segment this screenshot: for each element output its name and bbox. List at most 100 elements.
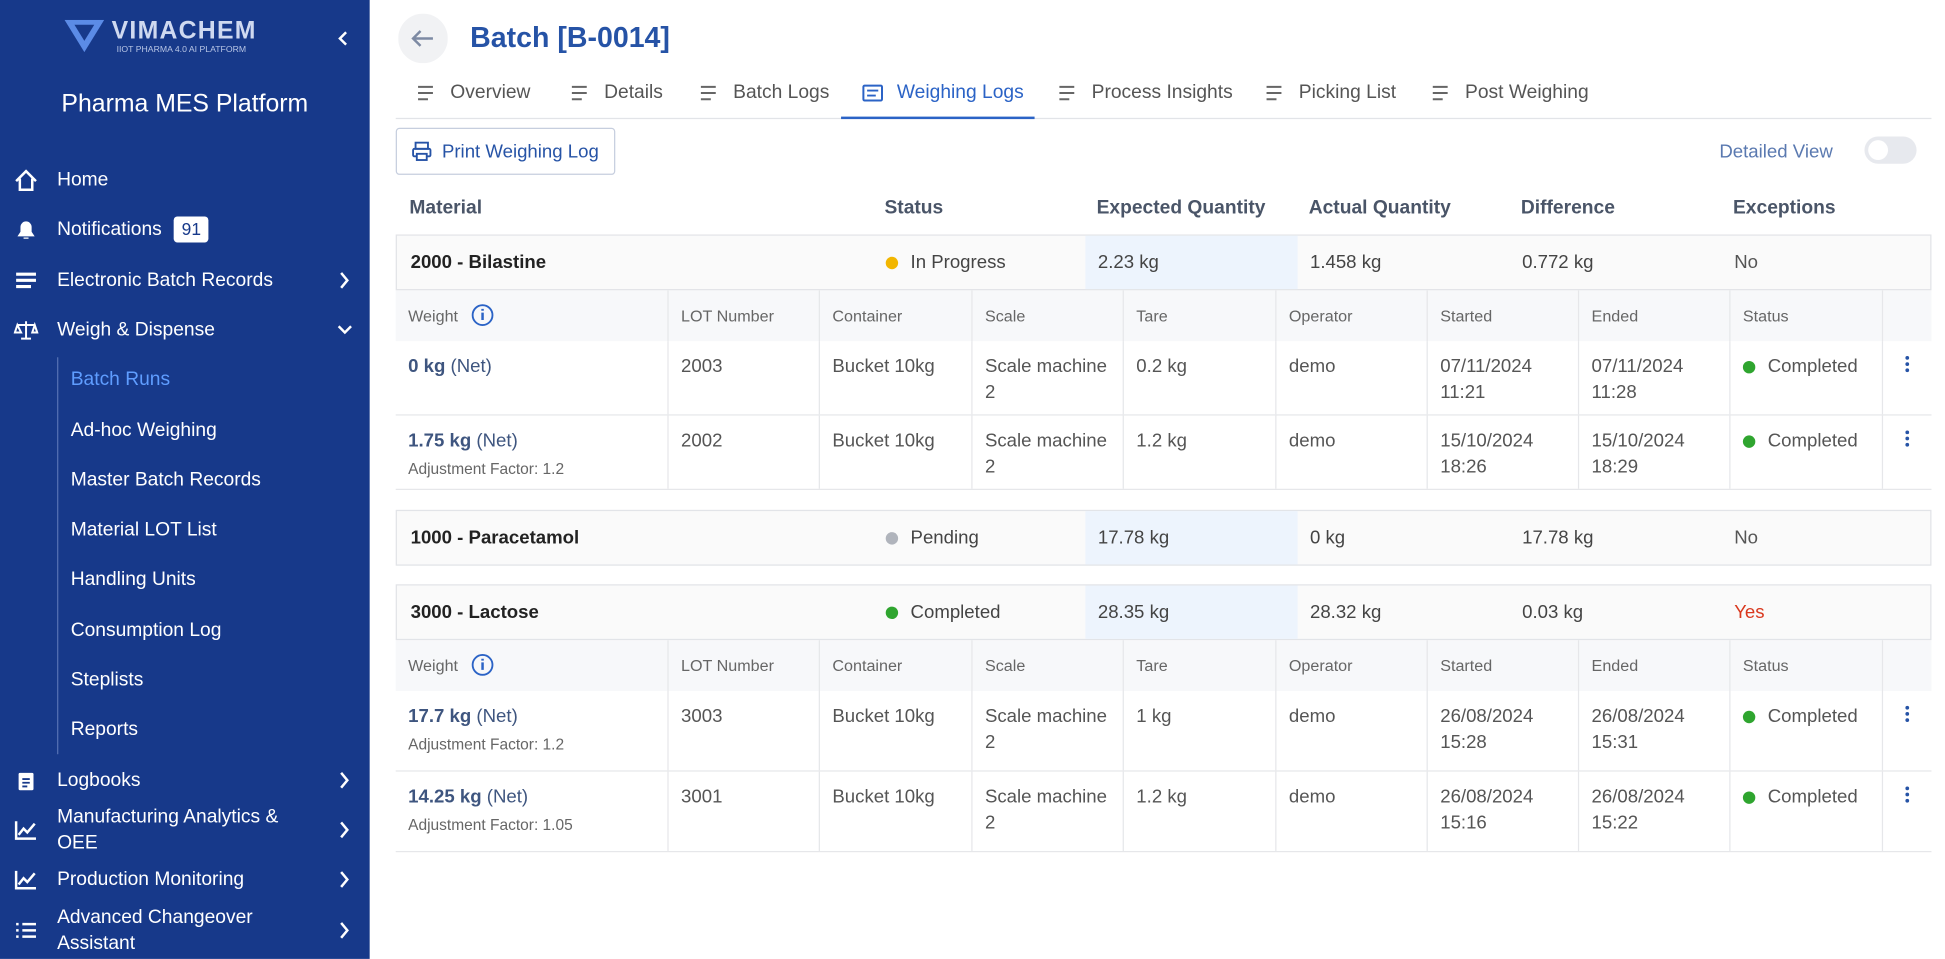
expected: 28.35 kg (1097, 601, 1170, 623)
sub-column: Container (818, 640, 972, 691)
info-icon[interactable] (470, 303, 495, 328)
nav-item[interactable]: Logbooks (57, 769, 141, 791)
row-status: Completed (1767, 705, 1858, 727)
back-button[interactable] (398, 13, 448, 64)
submenu-item[interactable]: Ad-hoc Weighing (70, 419, 217, 441)
icon (340, 871, 349, 888)
expected: 2.23 kg (1097, 251, 1159, 273)
tab[interactable]: Process Insights (1056, 82, 1233, 104)
cell-text: Bucket 10kg (832, 356, 935, 378)
cell-text: 0.2 kg (1136, 356, 1188, 378)
nav-item[interactable]: Advanced Changeover Assistant (57, 906, 253, 954)
group-row[interactable]: 2000 - Bilastine In Progress 2.23 kg 1.458 … (395, 234, 1932, 291)
cell: 26/08/2024 15:22 (1577, 771, 1729, 851)
tab-label: Post Weighing (1465, 81, 1589, 103)
adjustment: Adjustment Factor: 1.2 (408, 460, 565, 478)
submenu-item[interactable]: Reports (70, 719, 139, 741)
group-row[interactable]: 3000 - Lactose Completed 28.35 kg 28.32 kg 0… (395, 584, 1932, 641)
cell: 1 kg (1122, 690, 1276, 771)
status: Pending (885, 511, 979, 564)
cell-text: Bucket 10kg (832, 705, 935, 727)
cell: Completed (1729, 341, 1882, 415)
cell: Completed (1729, 771, 1882, 851)
main: Batch [B-0014] Print Weighing Log Detail… (370, 0, 1945, 959)
info-icon[interactable] (470, 653, 495, 678)
sub-column: Scale (971, 640, 1123, 691)
icon (1059, 85, 1075, 101)
icon (14, 821, 36, 840)
nav-item[interactable]: Manufacturing Analytics & OEE (57, 806, 279, 854)
row-menu[interactable] (1904, 705, 1910, 722)
status-dot (885, 256, 899, 270)
icon (17, 221, 35, 240)
row-menu[interactable] (1904, 356, 1910, 373)
menu-dot (1904, 368, 1909, 373)
brand: VIMACHEM (111, 17, 257, 45)
tab[interactable]: Picking List (1263, 82, 1396, 104)
menu-dot (1904, 436, 1909, 441)
tab[interactable]: Weighing Logs (861, 82, 1024, 104)
nav-item[interactable]: Home (57, 167, 108, 193)
weighing-row: 1.75 kg (Net) Adjustment Factor: 1.2 2002 B… (395, 415, 1932, 490)
row-status: Completed (1767, 430, 1858, 452)
cell: Completed (1729, 415, 1882, 489)
cell: Scale machine 2 (971, 415, 1122, 489)
tab[interactable]: Post Weighing (1429, 82, 1589, 104)
cell: 1.2 kg (1122, 415, 1276, 489)
group-row[interactable]: 1000 - Paracetamol Pending 17.78 kg 0 kg 17.… (395, 509, 1932, 566)
submenu-item[interactable]: Consumption Log (70, 619, 222, 641)
actual: 0 kg (1309, 527, 1346, 549)
submenu-item[interactable]: Master Batch Records (70, 469, 261, 491)
sub-column: Tare (1122, 640, 1276, 691)
status: Completed (885, 586, 1001, 639)
column-header: Difference (1520, 197, 1615, 219)
nav-item[interactable]: Weigh & Dispense (57, 317, 215, 343)
cell: 2003 (667, 341, 818, 415)
toggle[interactable] (1863, 135, 1918, 165)
platform-title: Pharma MES Platform (61, 90, 309, 118)
submenu-item[interactable]: Material LOT List (70, 519, 217, 541)
row-status: Completed (1767, 356, 1858, 378)
difference: 17.78 kg (1522, 527, 1594, 549)
cell: 14.25 kg (Net) Adjustment Factor: 1.05 (396, 772, 668, 851)
cell: 15/10/2024 18:29 (1577, 415, 1729, 489)
weight-suffix: (Net) (450, 356, 492, 378)
row-status-dot (1742, 791, 1756, 804)
expected-bg (1085, 511, 1298, 565)
cell: demo (1275, 415, 1426, 489)
print-button[interactable]: Print Weighing Log (395, 127, 616, 175)
menu-dot (1904, 705, 1909, 710)
tab[interactable]: Details (568, 82, 663, 104)
menu-dot (1904, 798, 1909, 803)
icon (18, 772, 34, 790)
nav-item[interactable]: Production Monitoring (57, 869, 245, 891)
sub-column (1881, 290, 1932, 342)
nav-item[interactable]: Electronic Batch Records (57, 267, 273, 293)
actual: 28.32 kg (1309, 601, 1382, 623)
weight-suffix: (Net) (476, 430, 518, 452)
submenu-item[interactable]: Handling Units (70, 569, 196, 591)
row-menu[interactable] (1904, 430, 1910, 447)
cell-text: demo (1288, 705, 1336, 727)
collapse[interactable] (337, 31, 349, 46)
nav-item[interactable]: Notifications 91 (57, 216, 209, 243)
submenu-line (57, 357, 59, 755)
sub-column: Weight (395, 640, 668, 691)
print-label: Print Weighing Log (441, 140, 599, 162)
cell: 0.2 kg (1122, 341, 1276, 415)
cell-text: demo (1288, 786, 1336, 808)
cell-text: 07/11/2024 11:28 (1591, 356, 1684, 404)
row-menu[interactable] (1904, 786, 1910, 803)
cell-text: demo (1288, 356, 1336, 378)
icon (418, 85, 433, 101)
tab[interactable]: Batch Logs (697, 82, 829, 104)
submenu-item[interactable]: Batch Runs (70, 369, 171, 391)
cell: 07/11/2024 11:28 (1577, 341, 1729, 415)
sub-column: LOT Number (667, 640, 819, 691)
tab-label: Overview (450, 81, 531, 103)
icon (13, 321, 39, 340)
cell-text: 2003 (681, 356, 723, 378)
tab[interactable]: Overview (414, 82, 530, 104)
submenu-item[interactable]: Steplists (70, 669, 144, 691)
tab-label: Details (604, 81, 663, 103)
